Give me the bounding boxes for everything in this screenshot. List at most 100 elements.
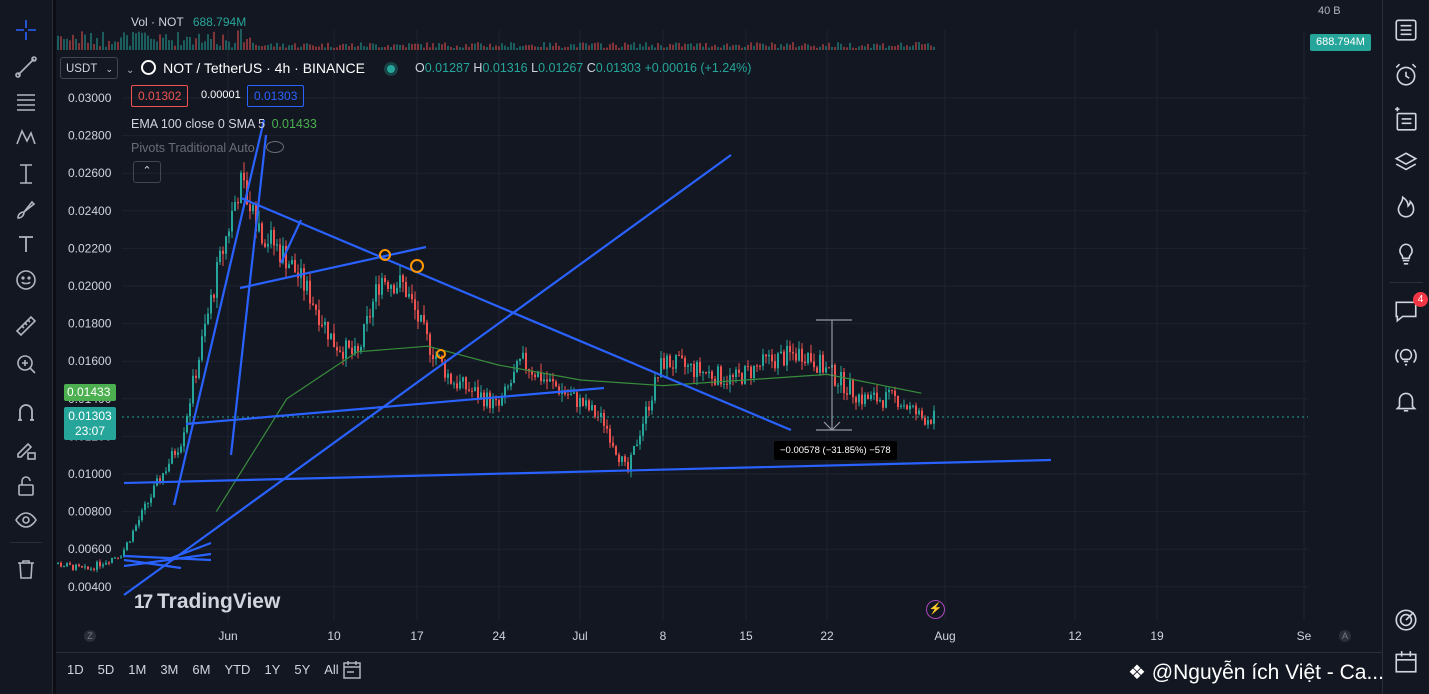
volume-bar: [744, 46, 746, 50]
volume-bar: [816, 47, 818, 50]
timeframe-button-1m[interactable]: 1M: [128, 662, 147, 677]
volume-bar: [570, 44, 572, 50]
trend-line[interactable]: [239, 245, 427, 290]
candle-body: [846, 393, 848, 395]
volume-bar: [330, 46, 332, 50]
crosshair-icon[interactable]: [12, 16, 40, 44]
candle-body: [405, 282, 407, 297]
candle-body: [630, 454, 632, 472]
timeframe-button-all[interactable]: All: [324, 662, 339, 677]
timeframe-button-5y[interactable]: 5Y: [294, 662, 311, 677]
streams-icon[interactable]: [1392, 342, 1420, 370]
volume-bar: [165, 34, 167, 50]
ideas-icon[interactable]: [1392, 240, 1420, 268]
emoji-icon[interactable]: [12, 266, 40, 294]
volume-bar: [162, 37, 164, 50]
lightning-icon[interactable]: ⚡: [926, 600, 945, 619]
candle-body: [777, 353, 779, 369]
candle-body: [741, 372, 743, 384]
timeframe-button-3m[interactable]: 3M: [160, 662, 179, 677]
volume-bar: [132, 32, 134, 50]
zoom-in-icon[interactable]: [12, 350, 40, 378]
trash-icon[interactable]: [12, 555, 40, 583]
date-range-icon[interactable]: [341, 660, 363, 685]
bell-icon[interactable]: [1392, 387, 1420, 415]
volume-bar: [447, 45, 449, 50]
layers-icon[interactable]: [1392, 149, 1420, 177]
brush-icon[interactable]: [12, 196, 40, 224]
timeframe-button-6m[interactable]: 6M: [192, 662, 211, 677]
trend-line[interactable]: [123, 458, 1052, 485]
volume-bar: [705, 43, 707, 50]
ruler-icon[interactable]: [12, 312, 40, 340]
timeframe-button-ytd[interactable]: YTD: [224, 662, 251, 677]
eye-off-icon[interactable]: [266, 141, 285, 153]
trend-line-icon[interactable]: [12, 53, 40, 81]
candle-body: [144, 503, 146, 510]
watchlist-icon[interactable]: [1392, 16, 1420, 44]
candle-body: [600, 412, 602, 417]
chart-pane[interactable]: 0.03000 0.02800 0.02600 0.02400 0.02200 0.020…: [56, 0, 1382, 694]
candle-body: [180, 446, 182, 453]
buy-button[interactable]: 0.01303: [247, 85, 305, 107]
candle-body: [213, 294, 215, 298]
price-axis[interactable]: 0.03000 0.02800 0.02600 0.02400 0.02200 0.020…: [68, 91, 112, 594]
time-zone-icon[interactable]: Z: [84, 630, 96, 642]
volume-bar: [540, 46, 542, 50]
collapse-legend-button[interactable]: ⌃: [133, 161, 161, 183]
object-tree-icon[interactable]: [1392, 106, 1420, 134]
volume-bar: [459, 47, 461, 50]
price-chart[interactable]: 0.03000 0.02800 0.02600 0.02400 0.02200 0.020…: [56, 0, 1382, 694]
timeframe-button-1d[interactable]: 1D: [67, 662, 84, 677]
calendar-icon[interactable]: [1392, 648, 1420, 676]
trendline-drawings[interactable]: [123, 119, 1052, 596]
symbol-header[interactable]: ⌄ NOT / TetherUS · 4h · BINANCE: [126, 60, 395, 76]
ema-legend[interactable]: EMA 100 close 0 SMA 5 0.01433: [131, 117, 317, 131]
lock-icon[interactable]: [12, 472, 40, 500]
target-icon[interactable]: [1392, 606, 1420, 634]
volume-bar: [312, 45, 314, 50]
eye-icon[interactable]: [12, 506, 40, 534]
candle-body: [294, 259, 296, 273]
hotlist-icon[interactable]: [1392, 193, 1420, 221]
candle-body: [516, 361, 518, 373]
sell-button[interactable]: 0.01302: [131, 85, 189, 107]
trend-line[interactable]: [229, 134, 268, 456]
volume-bar: [507, 46, 509, 50]
alarm-clock-icon[interactable]: [1392, 61, 1420, 89]
trend-line[interactable]: [172, 119, 266, 506]
volume-bar: [264, 45, 266, 50]
trend-line[interactable]: [165, 541, 212, 562]
volume-bar: [192, 44, 194, 50]
candle-body: [240, 172, 242, 204]
trend-line[interactable]: [123, 558, 182, 570]
timeframe-button-5d[interactable]: 5D: [97, 662, 115, 677]
volume-bar: [618, 47, 620, 50]
volume-bar: [750, 42, 752, 50]
auto-scale-icon[interactable]: A: [1339, 630, 1351, 642]
text-icon[interactable]: [12, 230, 40, 258]
trend-line[interactable]: [185, 386, 605, 426]
time-axis[interactable]: Jun 10 17 24 Jul 8 15 22 Aug 12 19 Se: [218, 629, 1311, 643]
pivots-label: Pivots Traditional Auto: [131, 141, 255, 155]
trend-line[interactable]: [123, 154, 732, 596]
pivot-marker: [436, 349, 446, 359]
trend-line[interactable]: [123, 554, 212, 562]
trend-line[interactable]: [280, 219, 302, 264]
pivots-legend[interactable]: Pivots Traditional Auto: [131, 141, 285, 155]
lock-draw-icon[interactable]: [12, 436, 40, 464]
measure-tool[interactable]: [816, 319, 852, 431]
measure-icon[interactable]: [12, 160, 40, 188]
volume-bar: [489, 43, 491, 50]
candle-body: [885, 392, 887, 408]
trend-line[interactable]: [240, 196, 792, 432]
timeframe-button-1y[interactable]: 1Y: [264, 662, 281, 677]
magnet-icon[interactable]: [12, 398, 40, 426]
currency-select[interactable]: USDT ⌄: [60, 57, 118, 79]
chevron-down-icon: ⌄: [105, 64, 113, 74]
candle-body: [432, 354, 434, 360]
collapse-icon[interactable]: ⌄: [126, 65, 135, 76]
candle-body: [282, 245, 284, 263]
pattern-icon[interactable]: [12, 123, 40, 151]
fib-icon[interactable]: [12, 88, 40, 116]
